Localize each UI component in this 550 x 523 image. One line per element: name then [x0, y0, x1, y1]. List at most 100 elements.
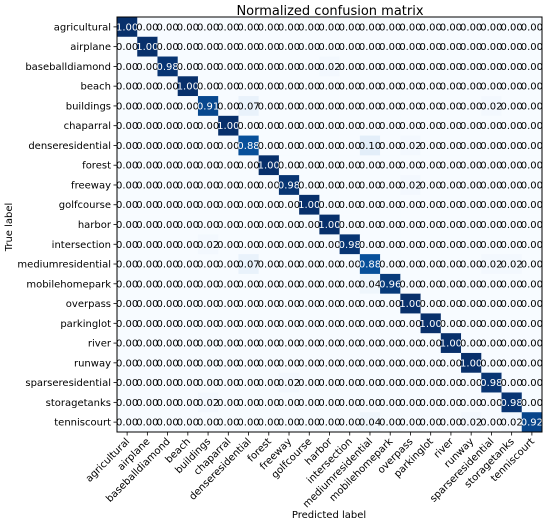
heatmap-cell: [117, 175, 138, 196]
cell-value-label: 0.00: [217, 101, 239, 112]
cell-value-label: 0.07: [237, 101, 259, 112]
cell-value-label: 0.00: [379, 141, 401, 152]
cell-value-label: 0.00: [298, 141, 320, 152]
cell-value-label: 0.00: [339, 358, 361, 369]
cell-value-label: 0.00: [258, 22, 280, 33]
cell-value-label: 0.00: [278, 240, 300, 251]
heatmap-cell: [258, 194, 280, 215]
cell-value-label: 0.00: [177, 141, 199, 152]
heatmap-cell: [380, 155, 401, 176]
cell-value-label: 0.00: [440, 82, 462, 93]
cell-value-label: 0.00: [116, 101, 138, 112]
cell-value-label: 0.00: [258, 299, 280, 310]
heatmap-cell: [481, 273, 502, 294]
heatmap-cell: [258, 313, 280, 334]
heatmap-cell: [197, 372, 219, 393]
cell-value-label: 0.00: [420, 418, 442, 429]
cell-value-label: 0.00: [440, 42, 462, 53]
cell-value-label: 0.00: [156, 358, 178, 369]
cell-value-label: 0.00: [379, 319, 401, 330]
cell-value-label: 0.00: [197, 279, 219, 290]
heatmap-cell: [440, 392, 462, 413]
cell-value-label: 0.00: [318, 418, 340, 429]
heatmap-cell: [258, 96, 280, 117]
cell-value-label: 0.00: [339, 180, 361, 191]
cell-value-label: 0.00: [399, 398, 421, 409]
cell-value-label: 0.00: [460, 121, 482, 132]
heatmap-cell: [117, 194, 138, 215]
heatmap-cell: [400, 56, 421, 77]
heatmap-cell: [461, 313, 482, 334]
cell-value-label: 0.00: [258, 319, 280, 330]
cell-value-label: 1.00: [136, 42, 158, 53]
heatmap-cell: [461, 412, 482, 433]
y-tick-label: denseresidential: [28, 141, 111, 152]
heatmap-cell: [299, 135, 320, 156]
cell-value-label: 0.00: [359, 299, 381, 310]
heatmap-cell: [238, 352, 259, 374]
y-tick-label: sparseresidential: [25, 378, 111, 389]
heatmap-cell: [521, 115, 543, 136]
heatmap-cell: [440, 234, 462, 255]
cell-value-label: 0.00: [318, 398, 340, 409]
cell-value-label: 0.00: [480, 82, 502, 93]
heatmap-cell: [117, 96, 138, 117]
cell-value-label: 0.00: [318, 141, 340, 152]
cell-value-label: 0.98: [501, 398, 523, 409]
heatmap-cell: [258, 76, 280, 97]
heatmap-cell: [420, 17, 442, 38]
heatmap-cell: [238, 412, 259, 433]
cell-value-label: 0.00: [440, 279, 462, 290]
heatmap-cell: [481, 135, 502, 156]
cell-value-label: 0.88: [359, 260, 381, 271]
heatmap-cell: [420, 135, 442, 156]
cell-value-label: 1.00: [440, 339, 462, 350]
heatmap-cell: [238, 96, 259, 117]
cell-value-label: 0.00: [318, 82, 340, 93]
heatmap-cell: [299, 155, 320, 176]
cell-value-label: 0.00: [440, 101, 462, 112]
cell-value-label: 0.00: [217, 418, 239, 429]
cell-value-label: 0.00: [298, 22, 320, 33]
heatmap-cell: [420, 412, 442, 433]
cell-value-label: 0.00: [501, 220, 523, 231]
cell-value-label: 0.00: [177, 62, 199, 73]
cell-value-label: 0.00: [258, 378, 280, 389]
heatmap-cell: [380, 412, 401, 433]
cell-value-label: 1.00: [298, 200, 320, 211]
cell-value-label: 0.00: [217, 180, 239, 191]
cell-value-label: 0.00: [379, 180, 401, 191]
heatmap-cell: [319, 254, 340, 275]
cell-value-label: 0.00: [399, 121, 421, 132]
cell-value-label: 0.00: [177, 200, 199, 211]
cell-value-label: 0.00: [480, 418, 502, 429]
heatmap-cell: [157, 56, 179, 77]
cell-value-label: 0.00: [399, 200, 421, 211]
heatmap-cell: [319, 372, 340, 393]
heatmap-cell: [278, 175, 300, 196]
cell-value-label: 0.00: [156, 378, 178, 389]
cell-value-label: 0.00: [136, 82, 158, 93]
heatmap-cell: [481, 254, 502, 275]
cell-value-label: 0.98: [480, 378, 502, 389]
cell-value-label: 0.00: [197, 339, 219, 350]
heatmap-cell: [461, 96, 482, 117]
heatmap-cell: [400, 175, 421, 196]
cell-value-label: 0.98: [339, 240, 361, 251]
cell-value-label: 0.00: [420, 141, 442, 152]
heatmap-cell: [521, 372, 543, 393]
cell-value-label: 0.02: [278, 378, 300, 389]
heatmap-cell: [521, 352, 543, 374]
cell-value-label: 0.00: [298, 220, 320, 231]
cell-value-label: 0.00: [237, 62, 259, 73]
cell-value-label: 0.00: [318, 121, 340, 132]
heatmap-cell: [137, 293, 158, 314]
heatmap-cell: [461, 392, 482, 413]
cell-value-label: 0.00: [480, 22, 502, 33]
cell-value-label: 0.00: [399, 220, 421, 231]
cell-value-label: 0.00: [237, 180, 259, 191]
heatmap-cell: [218, 352, 239, 374]
cell-value-label: 0.00: [460, 260, 482, 271]
y-tick-label: chaparral: [64, 121, 111, 132]
heatmap-cell: [461, 254, 482, 275]
